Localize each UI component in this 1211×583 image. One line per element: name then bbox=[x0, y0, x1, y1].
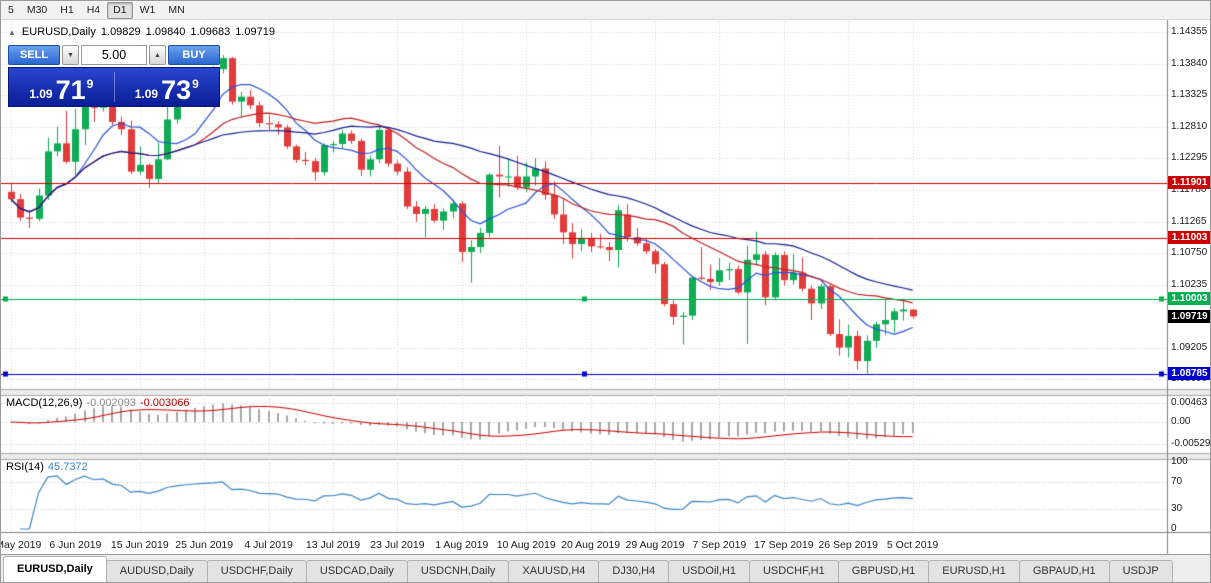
date-axis-label: 10 Aug 2019 bbox=[496, 539, 556, 551]
macd-tick-label: -0.00529 bbox=[1171, 437, 1211, 449]
date-axis-label: 23 Jul 2019 bbox=[370, 539, 425, 551]
chart-open-value: 1.09829 bbox=[100, 26, 141, 38]
quote-display: 1.09 71 9 1.09 73 9 bbox=[8, 67, 220, 107]
price-tick-label: 1.13325 bbox=[1171, 89, 1208, 101]
price-tick-label: 1.12295 bbox=[1171, 152, 1208, 164]
macd-tick-label: 0.00 bbox=[1171, 415, 1191, 427]
rsi-title: RSI(14) bbox=[6, 461, 44, 473]
hline-price-label: 1.08785 bbox=[1168, 367, 1210, 381]
hline-price-label: 1.10003 bbox=[1168, 292, 1210, 306]
tab-usdchf-h1[interactable]: USDCHF,H1 bbox=[748, 560, 839, 582]
chart-high-value: 1.09840 bbox=[145, 26, 186, 38]
chart-canvas[interactable] bbox=[1, 19, 1210, 557]
date-axis-label: 15 Jun 2019 bbox=[110, 539, 169, 551]
tab-eurusd-daily[interactable]: EURUSD,Daily bbox=[3, 556, 107, 582]
chart-tabs-bar: EURUSD,Daily AUDUSD,Daily USDCHF,Daily USDC… bbox=[1, 554, 1210, 582]
macd-value-signal: -0.003066 bbox=[139, 397, 190, 409]
buy-button[interactable]: BUY bbox=[168, 45, 220, 65]
timeframe-button-d1[interactable]: D1 bbox=[107, 1, 133, 19]
macd-value-main: -0.002093 bbox=[86, 397, 136, 409]
rsi-value: 45.7372 bbox=[47, 461, 88, 473]
tab-dj30-h4[interactable]: DJ30,H4 bbox=[598, 560, 670, 582]
macd-title: MACD(12,26,9) bbox=[6, 397, 83, 409]
date-axis-label: 4 Jul 2019 bbox=[244, 539, 293, 551]
chart-low-value: 1.09683 bbox=[190, 26, 231, 38]
chart-title: ▲ EURUSD,Daily 1.09829 1.09840 1.09683 1… bbox=[8, 26, 275, 38]
timeframe-toolbar: 5 M30 H1 H4 D1 W1 MN bbox=[1, 1, 1210, 20]
tab-usdchf-daily[interactable]: USDCHF,Daily bbox=[206, 560, 307, 582]
rsi-tick-label: 0 bbox=[1171, 523, 1177, 534]
date-axis-label: 13 Jul 2019 bbox=[305, 539, 361, 551]
volume-input[interactable] bbox=[81, 45, 147, 65]
price-tick-label: 1.14355 bbox=[1171, 26, 1208, 38]
timeframe-button-5[interactable]: 5 bbox=[8, 3, 14, 16]
date-axis-label: 17 Sep 2019 bbox=[754, 539, 814, 551]
date-axis-label: 6 Jun 2019 bbox=[49, 539, 102, 551]
macd-tick-label: 0.00463 bbox=[1171, 396, 1208, 408]
price-tick-label: 1.11780 bbox=[1171, 183, 1207, 195]
collapse-trade-panel-icon[interactable]: ▲ bbox=[8, 27, 16, 37]
volume-decrease-button[interactable]: ▼ bbox=[62, 45, 79, 65]
date-axis-label: 26 Sep 2019 bbox=[818, 539, 878, 551]
quote-divider bbox=[113, 72, 115, 102]
chart-symbol-period: EURUSD,Daily bbox=[21, 26, 96, 38]
tab-eurusd-h1[interactable]: EURUSD,H1 bbox=[928, 560, 1020, 582]
timeframe-button-w1[interactable]: W1 bbox=[139, 3, 156, 16]
date-axis-label: 28 May 2019 bbox=[1, 539, 42, 551]
date-axis-label: 20 Aug 2019 bbox=[561, 539, 621, 551]
sell-button[interactable]: SELL bbox=[8, 45, 60, 65]
timeframe-button-h1[interactable]: H1 bbox=[60, 3, 74, 16]
price-tick-label: 1.12810 bbox=[1171, 120, 1208, 132]
tab-gbpaud-h1[interactable]: GBPAUD,H1 bbox=[1018, 560, 1110, 582]
macd-indicator-label: MACD(12,26,9) -0.002093 -0.003066 bbox=[6, 397, 190, 409]
tab-audusd-daily[interactable]: AUDUSD,Daily bbox=[105, 560, 208, 582]
rsi-tick-label: 70 bbox=[1171, 476, 1183, 488]
tab-usdcad-daily[interactable]: USDCAD,Daily bbox=[305, 560, 408, 582]
bid-price: 1.09 71 9 bbox=[29, 75, 94, 106]
tab-xauusd-h4[interactable]: XAUUSD,H4 bbox=[508, 560, 600, 582]
date-axis-label: 1 Aug 2019 bbox=[435, 539, 489, 551]
date-axis-label: 29 Aug 2019 bbox=[625, 539, 685, 551]
tab-gbpusd-h1[interactable]: GBPUSD,H1 bbox=[837, 560, 930, 582]
price-tick-label: 1.09205 bbox=[1171, 341, 1208, 353]
tab-usdcnh-daily[interactable]: USDCNH,Daily bbox=[406, 560, 510, 582]
rsi-indicator-label: RSI(14) 45.7372 bbox=[6, 461, 88, 473]
chart-close-value: 1.09719 bbox=[235, 26, 275, 38]
hline-price-label: 1.11901 bbox=[1168, 176, 1210, 190]
rsi-tick-label: 100 bbox=[1171, 456, 1188, 467]
price-tick-label: 1.10750 bbox=[1171, 247, 1208, 259]
price-tick-label: 1.11265 bbox=[1171, 215, 1207, 227]
timeframe-button-m30[interactable]: M30 bbox=[26, 3, 48, 16]
price-tick-label: 1.13840 bbox=[1171, 57, 1208, 69]
price-tick-label: 1.10235 bbox=[1171, 278, 1208, 290]
ask-price: 1.09 73 9 bbox=[134, 75, 199, 106]
timeframe-button-h4[interactable]: H4 bbox=[86, 3, 101, 16]
rsi-tick-label: 30 bbox=[1171, 502, 1183, 514]
timeframe-button-mn[interactable]: MN bbox=[168, 3, 185, 16]
current-price-label: 1.09719 bbox=[1168, 309, 1210, 323]
hline-price-label: 1.11003 bbox=[1168, 231, 1210, 245]
volume-increase-button[interactable]: ▲ bbox=[149, 45, 166, 65]
date-axis-label: 25 Jun 2019 bbox=[175, 539, 234, 551]
tab-usdjp[interactable]: USDJP bbox=[1108, 560, 1173, 582]
date-axis-label: 7 Sep 2019 bbox=[692, 539, 747, 551]
tab-usdoil-h1[interactable]: USDOil,H1 bbox=[668, 560, 750, 582]
date-axis-label: 5 Oct 2019 bbox=[886, 539, 939, 551]
